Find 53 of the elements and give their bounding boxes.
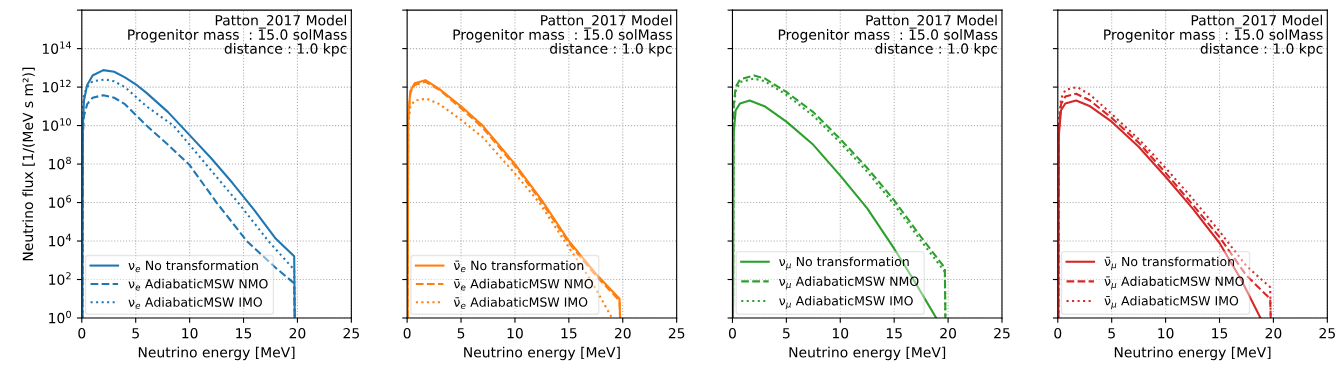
y-tick-label: 10$^{8}$ xyxy=(49,156,71,170)
y-axis-title: Neutrino flux [1/(MeV s m²)] xyxy=(22,67,35,261)
x-tick-label: 15 xyxy=(886,328,902,339)
x-tick-label: 20 xyxy=(289,327,306,339)
x-tick-label: 10 xyxy=(182,327,198,339)
x-tick-label: 10 xyxy=(1158,327,1174,339)
x-tick-label: 5 xyxy=(1108,328,1115,339)
legend-label: ν$_{μ}$ AdiabaticMSW IMO xyxy=(779,295,913,310)
legend-label: ν̄$_{e}$ AdiabaticMSW NMO xyxy=(453,278,593,291)
annotation: Patton_2017 Model Progenitor mass : 15.0 solMass distance : 1.0 kpc xyxy=(128,14,347,57)
y-tick-label: 10$^{0}$ xyxy=(49,310,71,324)
legend-label: ν̄$_{e}$ No transformation xyxy=(453,260,584,273)
legend-label: ν̄$_{μ}$ No transformation xyxy=(1104,256,1235,270)
y-tick-label: 10$^{14}$ xyxy=(42,41,72,54)
x-tick-label: 25 xyxy=(668,327,685,339)
x-axis-title: Neutrino energy [MeV] xyxy=(464,346,620,361)
x-axis-title: Neutrino energy [MeV] xyxy=(1114,346,1271,361)
x-tick-label: 25 xyxy=(343,327,359,339)
y-tick-label: 10$^{2}$ xyxy=(49,272,71,285)
x-axis-title: Neutrino energy [MeV] xyxy=(789,346,946,361)
x-tick-label: 15 xyxy=(561,328,577,339)
x-tick-label: 5 xyxy=(132,328,139,339)
x-tick-label: 15 xyxy=(236,328,252,339)
y-tick-label: 10$^{10}$ xyxy=(42,118,71,131)
y-tick-label: 10$^{12}$ xyxy=(42,79,71,93)
x-tick-label: 25 xyxy=(994,327,1010,339)
x-tick-label: 0 xyxy=(403,327,411,339)
legend-label: ν$_{e}$ AdiabaticMSW IMO xyxy=(128,297,262,309)
legend-label: ν̄$_{μ}$ AdiabaticMSW NMO xyxy=(1104,276,1244,290)
x-tick-label: 20 xyxy=(940,327,956,339)
y-tick-label: 10$^{6}$ xyxy=(49,195,72,208)
legend-label: ν$_{μ}$ No transformation xyxy=(779,256,909,270)
legend-label: ν̄$_{e}$ AdiabaticMSW IMO xyxy=(453,297,588,309)
x-tick-label: 5 xyxy=(783,328,790,339)
x-tick-label: 0 xyxy=(1054,327,1062,339)
y-tick-label: 10$^{4}$ xyxy=(49,233,72,247)
x-tick-label: 0 xyxy=(728,327,736,339)
x-tick-label: 15 xyxy=(1212,328,1228,339)
x-tick-label: 20 xyxy=(1265,327,1282,339)
x-tick-label: 20 xyxy=(614,327,631,339)
legend-label: ν$_{e}$ No transformation xyxy=(128,260,258,273)
x-tick-label: 0 xyxy=(78,327,86,339)
x-tick-label: 10 xyxy=(507,327,523,339)
x-tick-label: 10 xyxy=(832,327,849,339)
annotation: Patton_2017 Model Progenitor mass : 15.0 solMass distance : 1.0 kpc xyxy=(1104,14,1323,57)
annotation: Patton_2017 Model Progenitor mass : 15.0 solMass distance : 1.0 kpc xyxy=(778,14,998,57)
legend-label: ν̄$_{μ}$ AdiabaticMSW IMO xyxy=(1104,295,1239,310)
x-tick-label: 25 xyxy=(1319,327,1335,339)
annotation: Patton_2017 Model Progenitor mass : 15.0 solMass distance : 1.0 kpc xyxy=(453,14,672,57)
legend-label: ν$_{μ}$ AdiabaticMSW NMO xyxy=(779,276,919,290)
x-tick-label: 5 xyxy=(457,328,465,339)
x-axis-title: Neutrino energy [MeV] xyxy=(138,346,295,361)
legend-label: ν$_{e}$ AdiabaticMSW NMO xyxy=(128,278,268,291)
